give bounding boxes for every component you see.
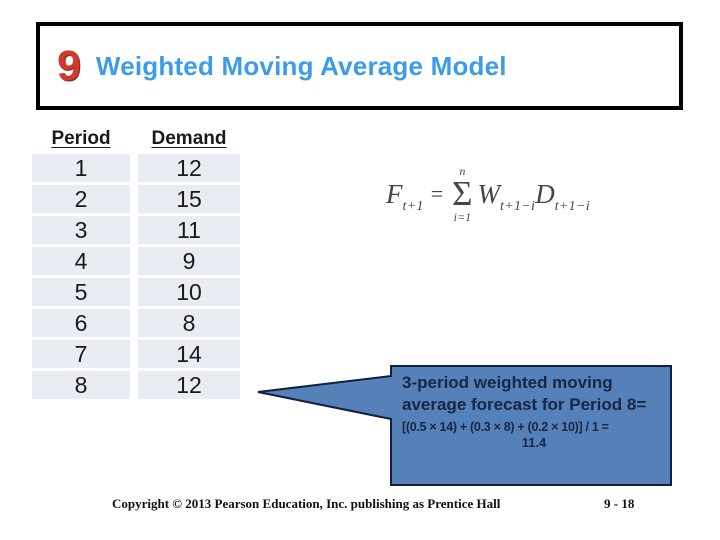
formula: Ft+1 = n Σ i=1 Wt+1−i Dt+1−i — [386, 156, 590, 232]
table-cell: 10 — [138, 278, 240, 306]
table-cell: 7 — [32, 340, 130, 368]
formula-lhs: Ft+1 — [386, 178, 424, 214]
table-cell: 12 — [138, 154, 240, 182]
table-cell: 11 — [138, 216, 240, 244]
table-cell: 9 — [138, 247, 240, 275]
table-cell: 8 — [138, 309, 240, 337]
table-header-demand: Demand — [138, 127, 240, 151]
slide-header-box: 9 Weighted Moving Average Model — [36, 22, 683, 110]
table-cell: 8 — [32, 371, 130, 399]
table-cell: 14 — [138, 340, 240, 368]
callout: 3-period weighted moving average forecas… — [402, 372, 666, 450]
callout-heading-line1: 3-period weighted moving — [402, 373, 613, 392]
table-header-period: Period — [32, 127, 130, 151]
callout-calculation: [(0.5 × 14) + (0.3 × 8) + (0.2 × 10)] / … — [402, 419, 609, 434]
table-cell: 1 — [32, 154, 130, 182]
formula-weight-term: Wt+1−i — [477, 178, 536, 214]
callout-heading-line2: average forecast for Period 8= — [402, 395, 647, 415]
table-cell: 5 — [32, 278, 130, 306]
table-cell: 2 — [32, 185, 130, 213]
table-cell: 4 — [32, 247, 130, 275]
table-cell: 3 — [32, 216, 130, 244]
formula-equals: = — [430, 181, 444, 206]
footer-page-number: 9 - 18 — [604, 496, 635, 511]
slide-number-badge: 9 — [57, 41, 81, 90]
table-cell: 12 — [138, 371, 240, 399]
formula-sigma: n Σ i=1 — [452, 164, 473, 224]
footer-copyright: Copyright © 2013 Pearson Education, Inc.… — [112, 496, 501, 511]
table-cell: 15 — [138, 185, 240, 213]
table-cell: 6 — [32, 309, 130, 337]
slide-title: Weighted Moving Average Model — [95, 50, 507, 81]
demand-table: Period Demand 1 12 2 15 3 11 4 9 5 10 6 8 7 14 8 12 — [32, 127, 240, 399]
formula-demand-term: Dt+1−i — [535, 178, 590, 214]
callout-result: 11.4 — [521, 434, 547, 450]
